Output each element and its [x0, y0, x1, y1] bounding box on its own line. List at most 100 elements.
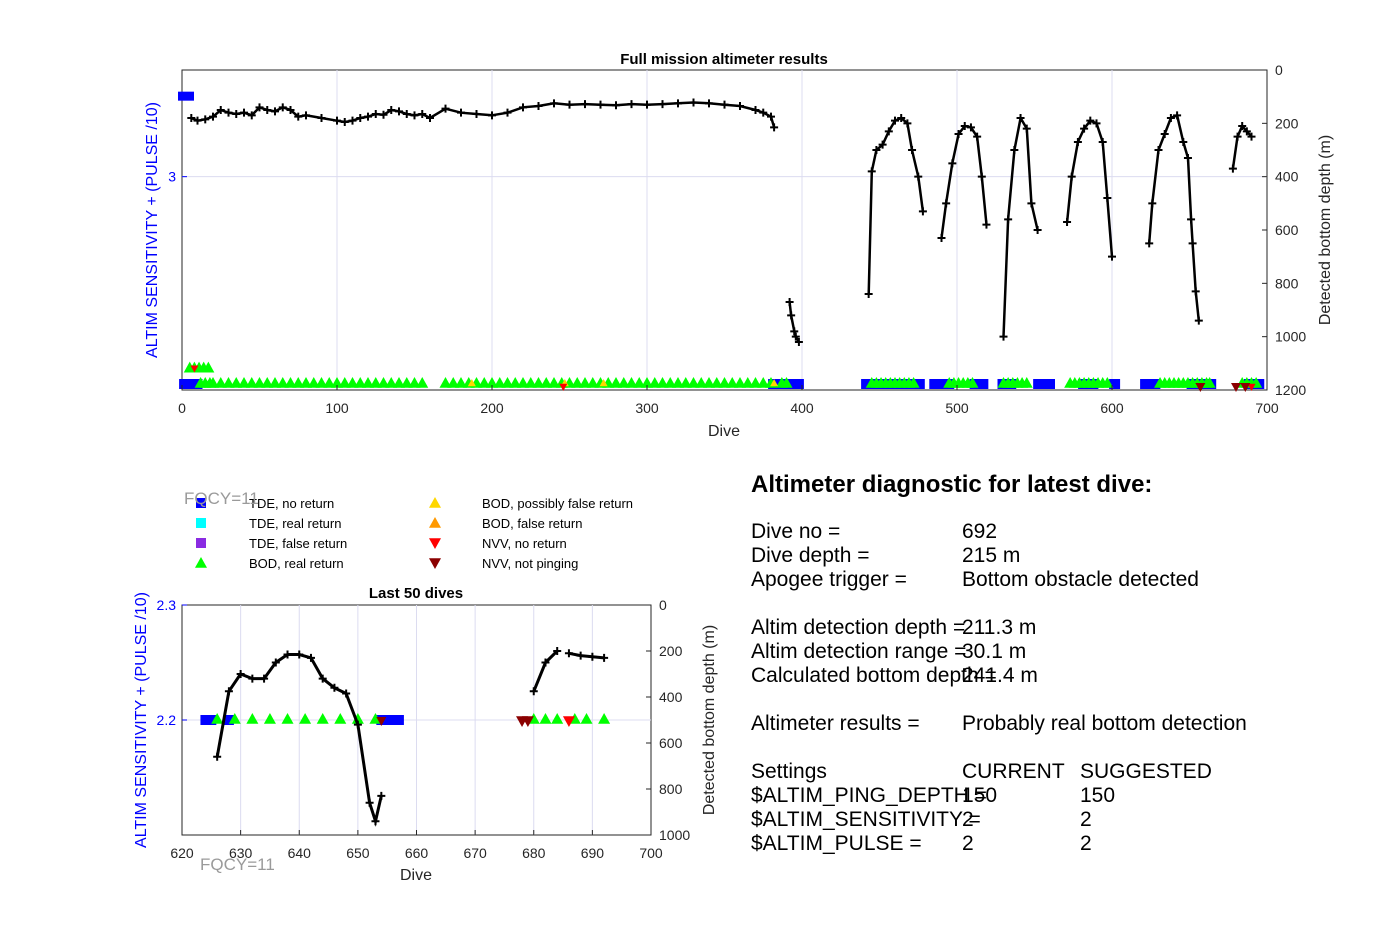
top-x-tick-label: 400: [790, 400, 814, 416]
bottom-chart-title: Last 50 dives: [369, 585, 463, 602]
top-tde-no-return-marker: [1033, 379, 1045, 389]
bottom-depth-point: [342, 689, 351, 698]
top-depth-point: [387, 106, 396, 114]
top-bod-real-marker: [907, 377, 920, 388]
top-tde-no-return-marker: [861, 379, 873, 389]
top-depth-point: [340, 118, 349, 126]
top-bod-real-marker: [362, 377, 374, 388]
top-depth-point: [317, 114, 326, 122]
top-nvv-no-return-marker: [190, 365, 199, 373]
top-depth-point: [1016, 114, 1025, 122]
bottom-x-tick-label: 660: [405, 845, 429, 861]
top-tde-no-return-marker: [913, 379, 925, 389]
top-bod-real-marker: [517, 377, 529, 388]
diagnostic-row: Altimeter results = Probably real bottom …: [751, 712, 1371, 736]
bottom-right-tick-label: 800: [659, 781, 683, 797]
legend-square-icon: [196, 538, 206, 548]
bottom-tde-no-return-marker: [393, 715, 404, 725]
top-bod-real-marker: [726, 377, 739, 388]
bottom-right-tick-label: 600: [659, 735, 683, 751]
top-depth-point: [872, 146, 881, 154]
top-depth-point: [232, 110, 241, 118]
last-50-dives-chart: 620 630 640 650 660 670 680 690 700 0 200 400 600 800…: [133, 585, 718, 884]
top-bod-real-marker: [230, 377, 243, 388]
top-bod-real-marker: [1203, 377, 1216, 388]
diagnostic-suggested: SUGGESTED: [1080, 760, 1212, 783]
legend-triangle-down-icon: [429, 558, 441, 569]
top-depth-point: [441, 104, 450, 113]
top-x-axis-label: Dive: [708, 423, 740, 440]
top-depth-point: [1148, 199, 1157, 208]
bottom-right-tick-label: 0: [659, 597, 667, 613]
bottom-depth-point: [553, 647, 562, 655]
legend-label: TDE, false return: [249, 536, 347, 551]
top-depth-point: [263, 106, 272, 114]
top-depth-point: [224, 108, 233, 117]
top-depth-point: [247, 111, 256, 120]
bottom-right-tick-label: 200: [659, 643, 683, 659]
top-bod-real-marker: [641, 377, 653, 388]
bottom-depth-point: [576, 651, 585, 660]
legend-label: BOD, false return: [482, 516, 582, 531]
top-depth-point: [705, 99, 713, 108]
legend-triangle-up-icon: [429, 497, 441, 508]
top-depth-point: [999, 332, 1008, 341]
bottom-depth-point: [260, 674, 269, 683]
bottom-bod-real-marker: [369, 713, 382, 724]
top-bod-real-marker: [679, 377, 692, 388]
top-depth-point: [954, 130, 963, 138]
bottom-nvv-not-pinging-marker: [521, 716, 534, 727]
bottom-depth-point: [600, 653, 609, 662]
legend-label: TDE, no return: [249, 496, 334, 511]
top-depth-point: [1073, 138, 1082, 146]
top-bod-real-marker: [617, 377, 630, 388]
diagnostic-row: Altim detection range = 30.1 m: [751, 640, 1371, 664]
legend-label: BOD, possibly false return: [482, 496, 633, 511]
top-depth-point: [914, 172, 923, 181]
top-tde-no-return-marker: [1149, 379, 1161, 389]
top-depth-point: [410, 111, 419, 120]
top-bod-real-marker: [323, 377, 336, 388]
top-bod-real-marker: [610, 377, 622, 388]
diagnostic-rows: Dive no = 692 Dive depth = 215 m Apogee trig…: [751, 520, 1371, 856]
top-depth-point: [1191, 287, 1200, 296]
top-depth-point: [581, 100, 589, 109]
top-depth-point: [1173, 111, 1182, 120]
bottom-depth-point: [248, 674, 257, 683]
bottom-x-tick-label: 670: [463, 845, 487, 861]
top-depth-point: [767, 112, 775, 121]
bottom-depth-point: [295, 650, 304, 659]
legend: TDE, no return TDE, real return TDE, false…: [195, 496, 633, 571]
bottom-depth-point: [529, 687, 538, 696]
bottom-right-tick-label: 1000: [659, 827, 690, 843]
top-bod-real-marker: [354, 377, 367, 388]
bottom-tde-no-return-marker: [200, 715, 211, 725]
top-depth-point: [1004, 215, 1013, 224]
top-left-axis-label: ALTIM SENSITIVITY + (PULSE /10): [144, 102, 161, 358]
legend-label: BOD, real return: [249, 556, 344, 571]
bottom-ticks: 620 630 640 650 660 670 680 690 700 0 200 400 600 800…: [157, 597, 691, 861]
top-bod-real-marker: [493, 377, 506, 388]
bottom-bod-real-marker: [246, 713, 259, 724]
top-bod-real-marker: [269, 377, 281, 388]
diagnostic-value: CURRENT: [962, 760, 1065, 783]
bottom-left-tick-label: 2.2: [157, 712, 177, 728]
bottom-bod-real-marker: [598, 713, 611, 724]
top-depth-point: [720, 100, 729, 109]
top-bod-real-marker: [222, 377, 235, 388]
top-bod-real-marker: [757, 377, 770, 388]
top-depth-point: [791, 332, 800, 341]
top-bod-real-marker: [486, 377, 498, 388]
bottom-depth-line: [568, 651, 605, 660]
diagnostic-spacer: [751, 736, 1371, 760]
diagnostic-value: 692: [962, 520, 998, 543]
top-tde-no-return-marker: [935, 379, 947, 389]
top-bod-real-marker: [214, 377, 227, 388]
diagnostic-label: Settings: [751, 760, 827, 783]
top-bod-real-marker: [377, 377, 390, 388]
top-right-tick-label: 800: [1275, 275, 1299, 291]
bottom-bod-real-marker: [228, 713, 241, 724]
top-bod-real-marker: [656, 377, 669, 388]
top-ticks: 0 100 200 300 400 500 600 700 0 200 400 600 800 1000 1…: [168, 62, 1306, 416]
